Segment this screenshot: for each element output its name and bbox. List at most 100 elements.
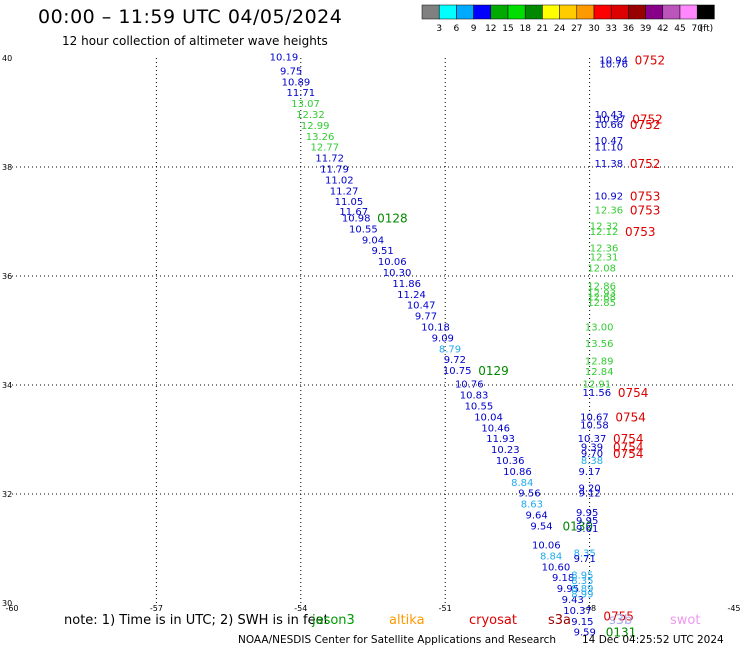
- wave-height-value: 11.24: [397, 290, 426, 301]
- wave-height-value: 9.95: [557, 584, 579, 595]
- y-tick-label: 32: [2, 490, 12, 499]
- wave-height-value: 12.93: [587, 289, 616, 300]
- page-title: 00:00 – 11:59 UTC 04/05/2024: [38, 6, 343, 28]
- wave-height-value: 10.76: [599, 59, 628, 70]
- pass-time-label: 0753: [630, 190, 661, 204]
- wave-height-value: 10.86: [503, 467, 532, 478]
- wave-height-value: 10.58: [580, 421, 609, 432]
- wave-height-value: 12.32: [590, 222, 619, 233]
- colorbar-tick-label: 30: [588, 24, 600, 34]
- wave-height-value: 11.56: [582, 388, 611, 399]
- wave-height-value: 10.06: [532, 541, 561, 552]
- pass-time-label: 0754: [613, 447, 644, 461]
- colorbar-tick-label: 9: [471, 24, 477, 34]
- wave-height-value: 9.43: [562, 595, 584, 606]
- wave-height-value: 9.04: [362, 235, 384, 246]
- wave-height-value: 10.66: [595, 120, 624, 131]
- y-tick-label: 34: [2, 381, 12, 390]
- page-subtitle: 12 hour collection of altimeter wave hei…: [62, 34, 328, 48]
- wave-height-value: 9.95: [576, 516, 598, 527]
- wave-height-value: 11.71: [286, 88, 315, 99]
- wave-height-value: 10.06: [378, 257, 407, 268]
- wave-height-value: 12.36: [595, 205, 624, 216]
- y-tick-label: 38: [2, 163, 12, 172]
- wave-height-value: 10.97: [597, 114, 626, 125]
- satellite-label-cryosat: cryosat: [469, 613, 517, 628]
- pass-time-label: 0128: [377, 212, 408, 226]
- wave-height-value: 10.37: [578, 434, 607, 445]
- wave-height-value: 8.63: [521, 500, 543, 511]
- wave-height-value: 9.71: [574, 554, 596, 565]
- wave-height-value: 11.27: [330, 186, 359, 197]
- x-tick-label: -57: [150, 604, 163, 613]
- wave-height-value: 9.09: [432, 333, 454, 344]
- wave-height-value: 8.99: [571, 590, 593, 601]
- wave-height-value: 11.93: [486, 434, 515, 445]
- wave-height-value: 11.05: [335, 197, 364, 208]
- wave-height-value: 10.18: [421, 323, 450, 334]
- wave-height-value: 10.89: [282, 77, 311, 88]
- colorbar-tick-label: 70: [691, 24, 703, 34]
- wave-height-value: 9.20: [578, 483, 600, 494]
- wave-height-value: 10.43: [595, 110, 624, 121]
- wave-height-value: 8.95: [571, 570, 593, 581]
- note-text: note: 1) Time is in UTC; 2) SWH is in fe…: [64, 613, 329, 628]
- wave-height-value: 10.76: [455, 380, 484, 391]
- colorbar-tick-label: 18: [519, 24, 531, 34]
- wave-height-value: 9.56: [518, 489, 540, 500]
- wave-height-value: 10.67: [580, 412, 609, 423]
- wave-height-value: 12.36: [590, 243, 619, 254]
- pass-time-label: 0130: [562, 519, 593, 533]
- pass-time-label: 0752: [635, 53, 666, 67]
- pass-time-label: 0129: [478, 364, 509, 378]
- wave-height-value: 10.46: [481, 423, 510, 434]
- wave-height-value: 8.35: [571, 576, 593, 587]
- wave-height-value: 12.68: [587, 293, 616, 304]
- wave-height-value: 9.18: [552, 573, 574, 584]
- colorbar-legend: 3 6 9 12 15 18 21 24 27 30 33 36 39 42 45 70(ft): [421, 4, 715, 34]
- footer-credit: NOAA/NESDIS Center for Satellite Applica…: [238, 634, 556, 646]
- wave-height-value: 10.37: [563, 606, 592, 617]
- wave-height-value: 10.36: [496, 456, 525, 467]
- colorbar-tick-label: 21: [537, 24, 548, 34]
- satellite-label-s3a: s3a: [548, 613, 572, 628]
- pass-time-label: 0754: [613, 432, 644, 446]
- pass-time-label: 0752: [630, 118, 661, 132]
- pass-time-label: 0754: [613, 440, 644, 454]
- notes-bar: note: 1) Time is in UTC; 2) SWH is in fe…: [0, 610, 740, 632]
- satellite-label-jason3: jason3: [312, 613, 355, 628]
- wave-height-value: 9.61: [576, 524, 598, 535]
- x-tick-label: -48: [583, 604, 596, 613]
- wave-height-value: 9.72: [444, 355, 466, 366]
- pass-time-label: 0755: [603, 609, 634, 623]
- wave-height-value: 10.30: [383, 268, 412, 279]
- wave-height-value: 10.19: [270, 53, 299, 64]
- wave-height-value: 11.38: [595, 159, 624, 170]
- colorbar-swatch: [696, 4, 715, 20]
- wave-height-value: 9.17: [578, 467, 600, 478]
- x-tick-label: -60: [5, 604, 18, 613]
- wave-height-value: 11.86: [392, 279, 421, 290]
- wave-height-value: 10.75: [443, 366, 472, 377]
- wave-height-value: 12.86: [587, 282, 616, 293]
- pass-time-label: 0754: [615, 410, 646, 424]
- wave-height-value: 12.77: [311, 143, 340, 154]
- x-tick-label: -54: [294, 604, 307, 613]
- wave-height-value: 11.67: [339, 207, 368, 218]
- pass-time-label: 0131: [606, 626, 637, 640]
- colorbar-tick-label: 12: [485, 24, 496, 34]
- pass-time-label: 0752: [630, 157, 661, 171]
- wave-height-value: 8.35: [574, 549, 596, 560]
- colorbar-tick-label: 36: [623, 24, 635, 34]
- wave-height-value: 12.08: [587, 264, 616, 275]
- colorbar-tick-label: 15: [502, 24, 513, 34]
- wave-height-value: 8.89: [571, 584, 593, 595]
- wave-height-value: 11.72: [315, 154, 344, 165]
- wave-height-value: 10.23: [491, 445, 520, 456]
- satellite-label-swot: swot: [670, 613, 701, 628]
- colorbar-tick-label: 27: [571, 24, 582, 34]
- wave-height-value: 9.15: [571, 617, 593, 628]
- wave-height-value: 12.84: [585, 367, 614, 378]
- wave-height-value: 10.92: [595, 192, 624, 203]
